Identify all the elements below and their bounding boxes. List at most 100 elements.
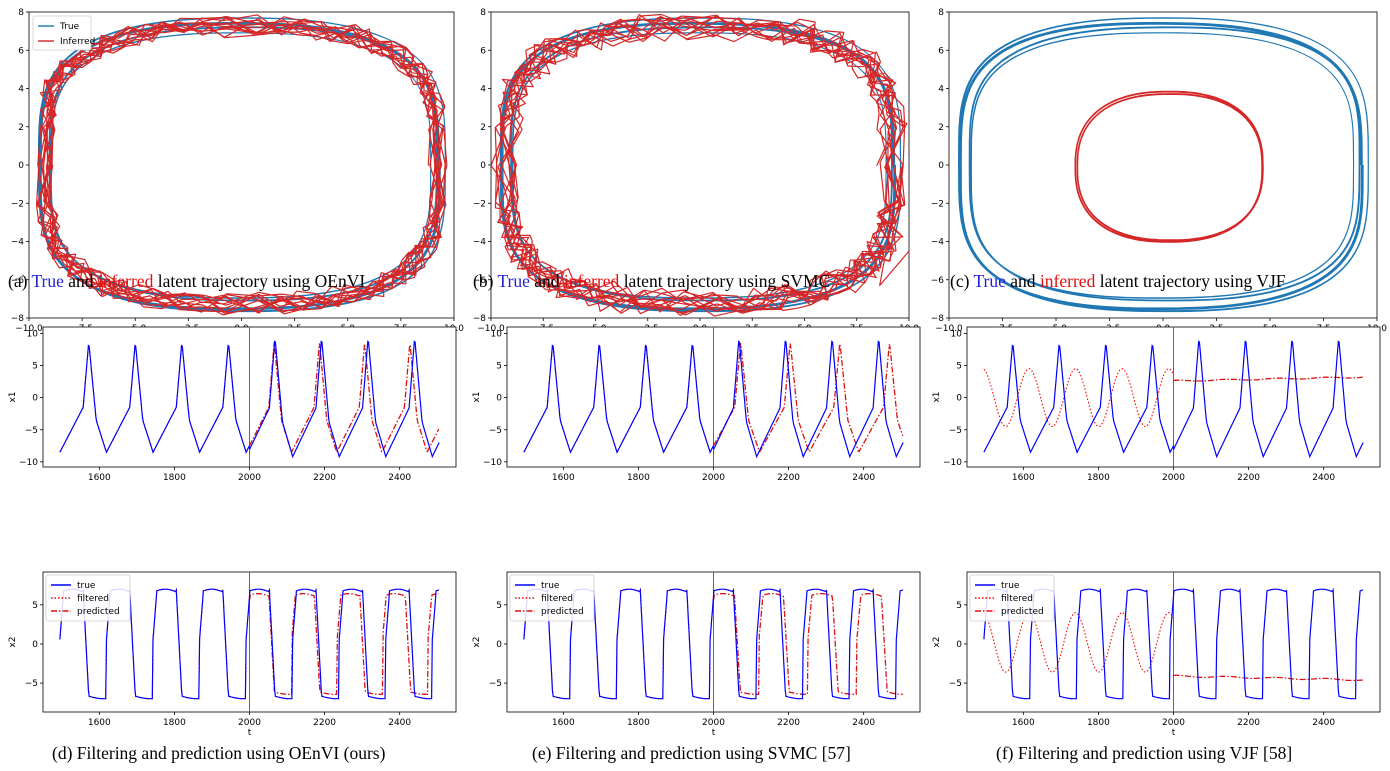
x-tick-label: 2400 xyxy=(852,473,875,483)
y-tick-label: −2 xyxy=(473,199,486,209)
legend-predicted-label: predicted xyxy=(77,607,120,617)
y-tick-label: −8 xyxy=(931,314,945,324)
legend: true filtered predicted xyxy=(969,574,1055,622)
legend-filtered-label: filtered xyxy=(1001,594,1033,604)
y-tick-label: 0 xyxy=(496,394,502,404)
y-tick-label: −4 xyxy=(11,238,25,248)
legend-box xyxy=(45,574,131,622)
x-tick-label: 1800 xyxy=(1087,473,1110,483)
true-line xyxy=(983,340,1364,459)
y-tick-label: 0 xyxy=(938,161,944,171)
caption-b-suffix: latent trajectory using SVMC xyxy=(619,271,831,291)
x-tick-label: −10.0 xyxy=(15,324,43,334)
y-tick-label: −10 xyxy=(483,458,502,468)
y-tick-label: −6 xyxy=(473,276,487,286)
legend-box xyxy=(969,574,1055,622)
y-tick-label: 8 xyxy=(480,8,486,18)
y-axis-label: x1 xyxy=(8,391,18,402)
x-tick-label: 2200 xyxy=(313,473,336,483)
caption-c-prefix: (c) xyxy=(950,271,974,291)
x-tick-label: 2200 xyxy=(777,473,800,483)
y-tick-label: −2 xyxy=(931,199,944,209)
true-line xyxy=(59,340,440,459)
y-tick-label: 10 xyxy=(491,329,503,339)
y-tick-label: 6 xyxy=(480,46,486,56)
y-tick-label: 5 xyxy=(32,362,38,372)
legend-filtered-label: filtered xyxy=(77,594,109,604)
caption-c-inferred: inferred xyxy=(1039,271,1096,291)
y-tick-label: −5 xyxy=(25,679,38,689)
x-tick-label: 1800 xyxy=(627,473,650,483)
x-axis-label: t xyxy=(1172,728,1176,738)
x-tick-label: 2200 xyxy=(1237,473,1260,483)
caption-b-prefix: (b) xyxy=(473,271,498,291)
x-tick-label: 1600 xyxy=(88,718,111,728)
caption-a-prefix: (a) xyxy=(8,271,32,291)
caption-b-and: and xyxy=(529,271,564,291)
x-tick-label: 1800 xyxy=(627,718,650,728)
y-tick-label: −5 xyxy=(489,679,502,689)
caption-b: (b) True and inferred latent trajectory … xyxy=(473,271,830,292)
predicted-line xyxy=(1173,376,1363,382)
y-tick-label: 2 xyxy=(480,123,486,133)
plot-frame xyxy=(948,11,1378,319)
y-tick-label: 5 xyxy=(496,362,502,372)
x-tick-label: 2000 xyxy=(1162,718,1185,728)
y-tick-label: 0 xyxy=(32,394,38,404)
ts-panel-e-x1: 1600 1800 2000 2200 2400 −10 −5 0 5 10 x1 xyxy=(472,326,921,483)
x-tick-label: 1800 xyxy=(1087,718,1110,728)
phase-panel-a: −10.0−7.5−5.0−2.50.02.55.07.510.0−8−6−4−… xyxy=(11,8,465,334)
legend-true-label: true xyxy=(1001,581,1020,591)
y-tick-label: 4 xyxy=(18,85,24,95)
predicted-line xyxy=(248,592,439,695)
y-axis-label: x1 xyxy=(932,391,942,402)
legend: True Inferred xyxy=(32,15,95,51)
caption-c-suffix: latent trajectory using VJF xyxy=(1095,271,1286,291)
caption-d: (d) Filtering and prediction using OEnVI… xyxy=(52,743,386,763)
caption-b-true: True xyxy=(497,271,530,291)
y-tick-label: 0 xyxy=(956,640,962,650)
y-axis-label: x2 xyxy=(932,636,942,647)
y-tick-label: −10 xyxy=(19,458,38,468)
y-tick-label: 5 xyxy=(956,601,962,611)
legend-filtered-label: filtered xyxy=(541,594,573,604)
y-tick-label: 4 xyxy=(938,85,944,95)
x-tick-label: 2000 xyxy=(238,473,261,483)
predicted-line xyxy=(1173,674,1363,682)
caption-c-and: and xyxy=(1005,271,1040,291)
x-tick-label: 2400 xyxy=(852,718,875,728)
y-tick-label: −4 xyxy=(931,238,945,248)
filtered-line xyxy=(983,612,1174,673)
y-tick-label: 2 xyxy=(938,123,944,133)
plot-frame xyxy=(490,11,910,319)
phase-panel-b: −10.0−7.5−5.0−2.50.02.55.07.510.0−8−6−4−… xyxy=(473,8,920,334)
legend-box xyxy=(509,574,595,622)
x-tick-label: 1600 xyxy=(552,718,575,728)
x-tick-label: 2200 xyxy=(1237,718,1260,728)
y-tick-label: 0 xyxy=(496,640,502,650)
y-axis-label: x2 xyxy=(472,636,482,647)
x-tick-label: 1600 xyxy=(1012,718,1035,728)
ts-panel-e-x2: 1600 1800 2000 2200 2400 −5 0 5 x2 t true filtered p… xyxy=(472,571,921,738)
x-tick-label: 2200 xyxy=(777,718,800,728)
legend-inferred-label: Inferred xyxy=(60,37,95,47)
y-tick-label: 0 xyxy=(956,394,962,404)
legend: true filtered predicted xyxy=(45,574,131,622)
true-line xyxy=(523,340,904,459)
x-tick-label: 2400 xyxy=(388,718,411,728)
x-tick-label: 1600 xyxy=(552,473,575,483)
y-tick-label: 0 xyxy=(480,161,486,171)
y-tick-label: −4 xyxy=(473,238,487,248)
y-tick-label: 5 xyxy=(496,601,502,611)
y-tick-label: 6 xyxy=(18,46,24,56)
y-tick-label: 10 xyxy=(27,329,39,339)
x-tick-label: 2000 xyxy=(1162,473,1185,483)
x-tick-label: 1800 xyxy=(163,718,186,728)
ts-panel-d-x1: 1600 1800 2000 2200 2400 −10 −5 0 5 10 x1 xyxy=(8,326,457,483)
x-tick-label: 1600 xyxy=(1012,473,1035,483)
y-axis-label: x2 xyxy=(8,636,18,647)
y-tick-label: −5 xyxy=(489,426,502,436)
y-tick-label: 5 xyxy=(956,362,962,372)
y-tick-label: 0 xyxy=(32,640,38,650)
